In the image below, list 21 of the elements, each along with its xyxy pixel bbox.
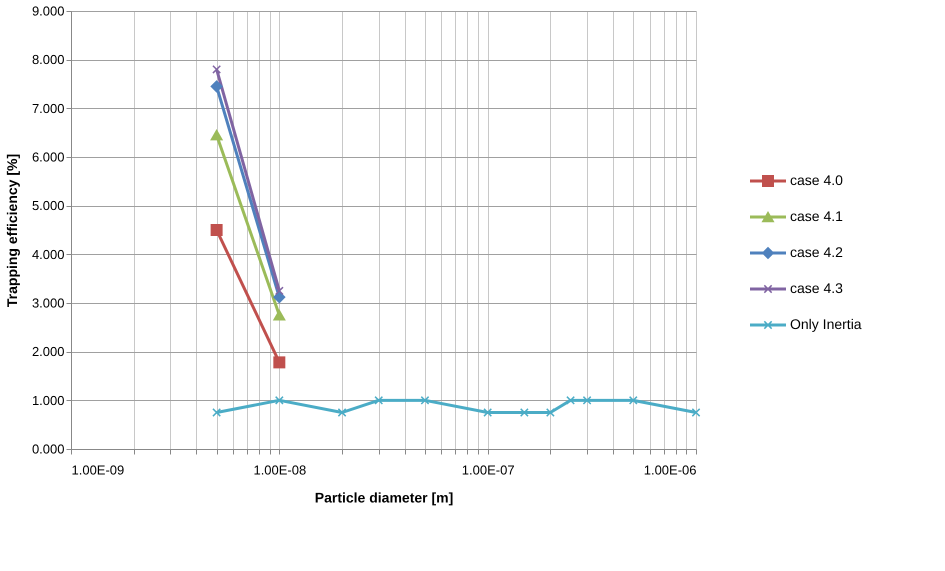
legend-label: Only Inertia: [790, 316, 862, 332]
legend-label: case 4.0: [790, 172, 844, 188]
y-tick-label: 9.000: [32, 4, 64, 18]
legend-label: case 4.3: [790, 280, 844, 296]
y-tick-label: 6.000: [32, 150, 64, 164]
y-tick-label: 3.000: [32, 296, 64, 310]
x-tick-label: 1.00E-09: [72, 462, 124, 478]
x-axis-title: Particle diameter [m]: [314, 490, 454, 506]
x-tick-label: 1.00E-07: [462, 462, 515, 478]
x-tick-label: 1.00E-06: [644, 462, 696, 478]
legend-label: case 4.1: [790, 208, 844, 224]
y-tick-label: 4.000: [32, 246, 64, 262]
y-tick-label: 7.000: [32, 100, 64, 116]
y-tick-label: 5.000: [32, 198, 64, 214]
legend-label: case 4.2: [790, 244, 844, 260]
y-tick-label: 8.000: [32, 52, 64, 68]
x-tick-label: 1.00E-08: [253, 462, 306, 478]
y-tick-label: 2.000: [32, 344, 64, 360]
y-tick-label: 1.000: [32, 392, 64, 408]
y-axis-title: Trapping efficiency [%]: [4, 154, 20, 308]
y-tick-label: 0.000: [32, 442, 64, 456]
